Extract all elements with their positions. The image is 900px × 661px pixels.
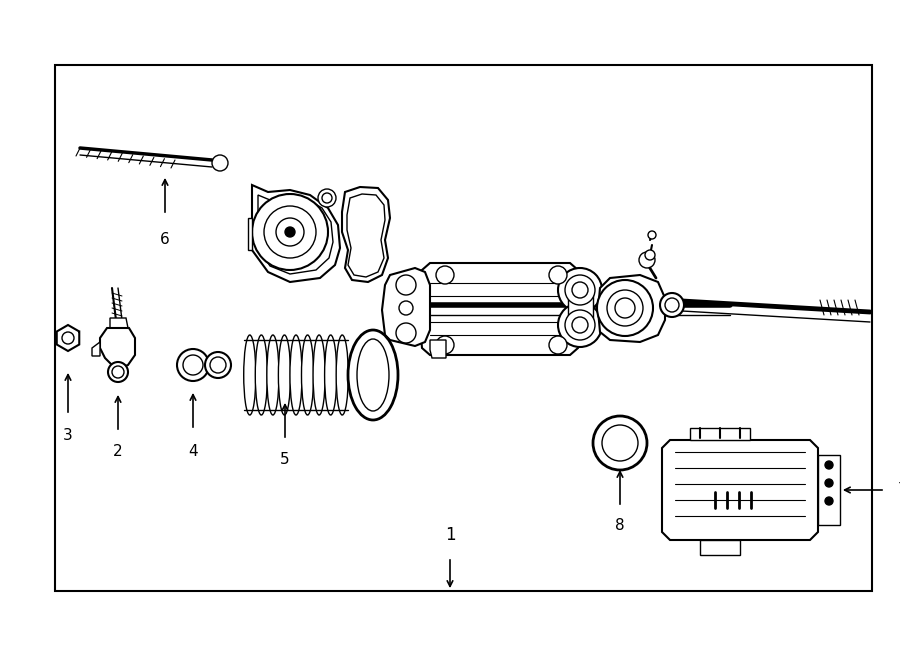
Polygon shape (420, 263, 580, 355)
Ellipse shape (302, 335, 313, 415)
Circle shape (597, 280, 653, 336)
Circle shape (825, 497, 833, 505)
Circle shape (660, 293, 684, 317)
Ellipse shape (313, 335, 325, 415)
Circle shape (615, 298, 635, 318)
Circle shape (572, 282, 588, 298)
Circle shape (62, 332, 74, 344)
Circle shape (565, 310, 595, 340)
Circle shape (648, 231, 656, 239)
Ellipse shape (348, 330, 398, 420)
Circle shape (607, 290, 643, 326)
Ellipse shape (357, 339, 389, 411)
Circle shape (108, 362, 128, 382)
Circle shape (558, 303, 602, 347)
Polygon shape (568, 292, 593, 323)
Circle shape (565, 275, 595, 305)
Polygon shape (818, 455, 840, 525)
Ellipse shape (256, 335, 267, 415)
Ellipse shape (266, 335, 279, 415)
Circle shape (645, 250, 655, 260)
Circle shape (177, 349, 209, 381)
Ellipse shape (244, 335, 256, 415)
Circle shape (318, 189, 336, 207)
Polygon shape (258, 195, 333, 274)
Polygon shape (347, 194, 385, 277)
Text: 8: 8 (616, 518, 625, 533)
Text: 1: 1 (445, 526, 455, 544)
Circle shape (112, 366, 124, 378)
Circle shape (825, 479, 833, 487)
Circle shape (252, 194, 328, 270)
Circle shape (183, 355, 203, 375)
Text: 3: 3 (63, 428, 73, 442)
Circle shape (396, 275, 416, 295)
Circle shape (572, 317, 588, 333)
Circle shape (396, 323, 416, 343)
Polygon shape (382, 268, 430, 346)
Circle shape (399, 301, 413, 315)
Circle shape (593, 416, 647, 470)
Ellipse shape (278, 335, 291, 415)
Circle shape (210, 357, 226, 373)
Circle shape (825, 461, 833, 469)
Polygon shape (252, 185, 340, 282)
Polygon shape (92, 342, 100, 356)
Circle shape (212, 155, 228, 171)
Circle shape (549, 266, 567, 284)
Text: 7: 7 (898, 483, 900, 498)
Polygon shape (100, 328, 135, 368)
Polygon shape (690, 428, 750, 440)
Circle shape (665, 298, 679, 312)
Text: 4: 4 (188, 444, 198, 459)
Polygon shape (248, 218, 252, 250)
Text: 2: 2 (113, 444, 122, 459)
Ellipse shape (325, 335, 337, 415)
Polygon shape (57, 325, 79, 351)
Polygon shape (430, 340, 446, 358)
Polygon shape (700, 540, 740, 555)
Bar (55, 65, 872, 591)
Text: 5: 5 (280, 453, 290, 467)
Text: 6: 6 (160, 233, 170, 247)
Circle shape (264, 206, 316, 258)
Circle shape (285, 227, 295, 237)
Polygon shape (662, 440, 818, 540)
Polygon shape (110, 318, 128, 328)
Circle shape (436, 336, 454, 354)
Circle shape (602, 425, 638, 461)
Ellipse shape (290, 335, 302, 415)
Circle shape (549, 336, 567, 354)
Circle shape (436, 266, 454, 284)
Circle shape (205, 352, 231, 378)
Circle shape (639, 252, 655, 268)
Circle shape (322, 193, 332, 203)
Polygon shape (598, 275, 665, 342)
Ellipse shape (337, 335, 348, 415)
Polygon shape (342, 187, 390, 282)
Circle shape (276, 218, 304, 246)
Circle shape (558, 268, 602, 312)
